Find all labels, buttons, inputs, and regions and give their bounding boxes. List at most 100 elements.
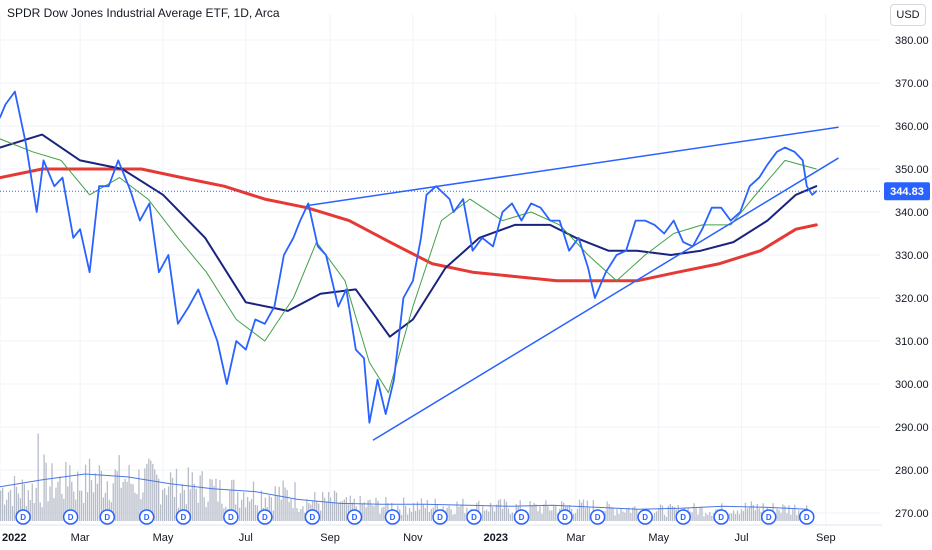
dividend-marker-label: D [20, 513, 26, 522]
volume-bar [201, 471, 203, 521]
volume-bar [381, 507, 383, 521]
y-axis[interactable]: 380.00 370.00 360.00 350.00 340.00 330.00 320.… [895, 35, 929, 520]
volume-bar [458, 506, 460, 521]
dividend-marker-circle [99, 509, 116, 525]
volume-bar [231, 480, 233, 521]
x-axis[interactable]: 2022 Mar May Jul Sep Nov 2023 Mar May Jul Sep [2, 532, 836, 544]
dividend-marker-circle [432, 509, 448, 525]
volume-bar [671, 505, 673, 521]
chart-grid [0, 14, 882, 526]
volume-bar [150, 460, 152, 521]
volume-bar [244, 507, 247, 521]
dividend-marker-circle [760, 509, 777, 525]
dividend-marker: D [257, 509, 273, 525]
volume-bar [199, 475, 201, 521]
volume-bar [51, 463, 53, 521]
volume-bar [274, 486, 276, 521]
y-tick-label: 380.00 [895, 35, 929, 47]
dividend-marker-circle [175, 509, 192, 525]
volume-bar [406, 514, 409, 521]
volume-bar [345, 497, 348, 521]
volume-bar [215, 478, 217, 521]
volume-bar [632, 507, 634, 521]
volume-bar [778, 509, 780, 521]
volume-bar [329, 497, 332, 521]
volume-bar [241, 499, 243, 521]
volume-bar [323, 497, 326, 521]
volume-bar [549, 510, 551, 521]
y-tick-label: 320.00 [895, 293, 929, 305]
volume-bar [92, 492, 95, 521]
volume-bar [59, 476, 61, 521]
volume-bar [276, 496, 278, 521]
volume-bar [302, 506, 304, 521]
volume-bar [331, 502, 334, 521]
chart-series [0, 90, 839, 441]
volume-bar [77, 471, 79, 521]
volume-bar [750, 501, 753, 521]
volume-bar [456, 501, 458, 521]
volume-bar [403, 497, 405, 521]
volume-bar [790, 514, 792, 521]
last-price-label: 344.83 [890, 186, 924, 198]
volume-bar [758, 508, 760, 521]
x-tick-label: 2022 [2, 532, 26, 544]
volume-ma-line [0, 473, 809, 510]
volume-bar [13, 475, 16, 521]
volume-bar [163, 488, 166, 521]
volume-bar [272, 510, 274, 521]
volume-bar [655, 511, 658, 521]
series-line-sma-short [0, 138, 817, 394]
dividend-marker: D [99, 509, 116, 525]
dividend-marker-circle [304, 509, 321, 525]
volume-bar [711, 515, 713, 521]
volume-bar [784, 505, 786, 521]
volume-bar [537, 511, 539, 521]
x-tick-label: Mar [71, 532, 90, 544]
volume-bar [448, 505, 450, 521]
dividend-marker-label: D [309, 513, 315, 522]
dividend-marker: D [713, 509, 729, 525]
volume-bar [148, 458, 150, 521]
volume-bar [509, 514, 511, 521]
volume-bar [792, 509, 794, 521]
volume-bar [116, 471, 118, 521]
y-tick-label: 360.00 [895, 121, 929, 133]
volume-bar [586, 500, 589, 521]
volume-bar [730, 513, 733, 521]
volume-bar [161, 489, 164, 521]
dividend-marker-circle [713, 509, 729, 525]
y-tick-label: 310.00 [895, 336, 929, 348]
volume-bar [325, 501, 328, 521]
volume-bar [278, 486, 280, 521]
volume-bar [53, 498, 55, 521]
volume-bar [728, 513, 731, 521]
volume-bar [138, 469, 140, 521]
volume-bar [634, 506, 636, 521]
volume-bar [173, 497, 176, 521]
volume-bar [193, 483, 195, 521]
volume-bar [250, 499, 253, 521]
volume-bar [320, 510, 322, 521]
volume-bar [363, 502, 365, 521]
volume-bar [57, 481, 59, 521]
volume-bar [545, 500, 547, 521]
volume-bar [88, 458, 91, 521]
dividend-marker-label: D [228, 513, 234, 522]
volume-bar [31, 483, 33, 521]
volume-bar [207, 501, 209, 521]
volume-bar [618, 513, 620, 521]
volume-bar [574, 513, 577, 521]
volume-bar [367, 500, 369, 521]
volume-bar [734, 514, 737, 521]
volume-bar [41, 507, 43, 521]
dividend-marker-circle [513, 509, 530, 525]
currency-button[interactable]: USD [890, 4, 926, 26]
dividend-marker-label: D [642, 513, 648, 522]
series-line-trend-upper [306, 126, 839, 207]
volume-bar [375, 497, 377, 521]
volume-bar [256, 505, 259, 521]
volume-bar [124, 478, 126, 521]
volume-bar [385, 497, 387, 521]
